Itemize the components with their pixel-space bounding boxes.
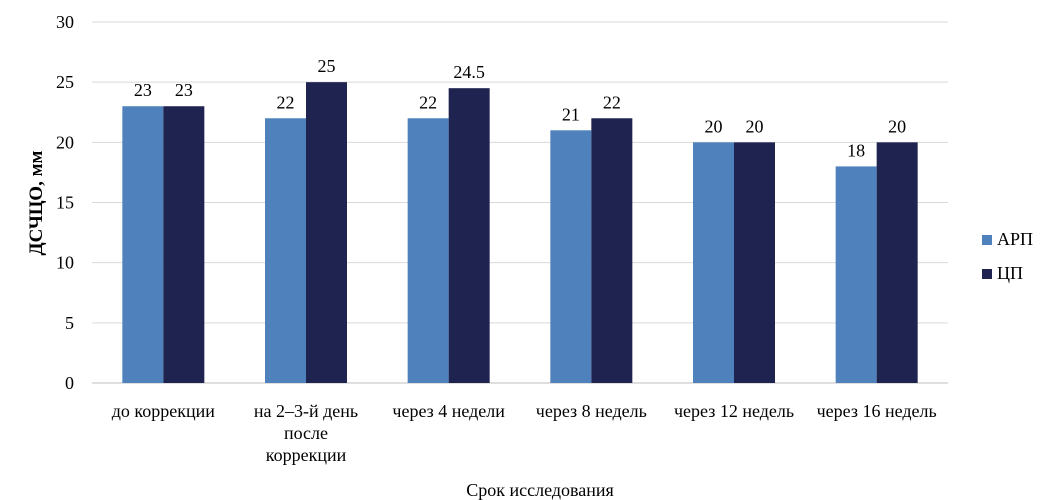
x-axis-title: Срок исследования <box>466 480 614 500</box>
data-label: 23 <box>134 80 152 100</box>
data-label: 21 <box>562 104 580 124</box>
y-tick-label: 15 <box>56 193 74 213</box>
data-label: 22 <box>419 92 437 112</box>
data-label: 23 <box>175 80 193 100</box>
bar-arp <box>407 118 449 384</box>
data-labels: 23 22 22 21 20 18 23 25 24.5 22 20 20 <box>134 56 906 160</box>
bar-cp <box>876 142 918 383</box>
legend-swatch <box>982 269 992 279</box>
bar-arp <box>122 106 164 383</box>
data-label: 18 <box>847 140 865 160</box>
x-tick-label: через 8 недель <box>536 401 647 421</box>
data-label: 22 <box>603 92 621 112</box>
y-tick-label: 25 <box>56 72 74 92</box>
data-label: 20 <box>746 116 764 136</box>
x-tick-label: на 2–3-й день после коррекции <box>254 401 358 465</box>
y-tick-label: 0 <box>65 373 74 393</box>
bar-arp <box>835 166 877 383</box>
bar-cp <box>163 106 205 383</box>
data-label: 24.5 <box>453 62 485 82</box>
data-label: 25 <box>318 56 336 76</box>
bar-cp <box>448 88 490 383</box>
bars <box>122 82 918 384</box>
y-axis-title: ДСЧЦО, мм <box>26 150 47 255</box>
x-tick-label: через 16 недель <box>817 401 937 421</box>
x-tick-label: через 12 недель <box>674 401 794 421</box>
x-axis-ticks: до коррекции на 2–3-й день после коррекции ч… <box>112 401 937 465</box>
x-tick-label: через 4 недели <box>392 401 505 421</box>
y-tick-label: 10 <box>56 253 74 273</box>
x-tick-label: до коррекции <box>112 401 215 421</box>
legend: АРП ЦП <box>982 229 1033 283</box>
bar-cp <box>591 118 633 384</box>
y-tick-label: 20 <box>56 132 74 152</box>
y-tick-label: 5 <box>65 313 74 333</box>
legend-swatch <box>982 235 992 245</box>
bar-arp <box>693 142 734 383</box>
y-axis-ticks: 0 5 10 15 20 25 30 <box>56 12 74 393</box>
legend-label: АРП <box>997 229 1033 249</box>
data-label: 20 <box>705 116 723 136</box>
grid-lines <box>92 21 948 384</box>
data-label: 22 <box>277 92 295 112</box>
bar-cp <box>306 82 347 384</box>
y-tick-label: 30 <box>56 12 74 32</box>
bar-arp <box>550 130 592 383</box>
data-label: 20 <box>888 116 906 136</box>
legend-label: ЦП <box>997 263 1023 283</box>
bar-cp <box>734 142 775 383</box>
bar-arp <box>265 118 306 384</box>
